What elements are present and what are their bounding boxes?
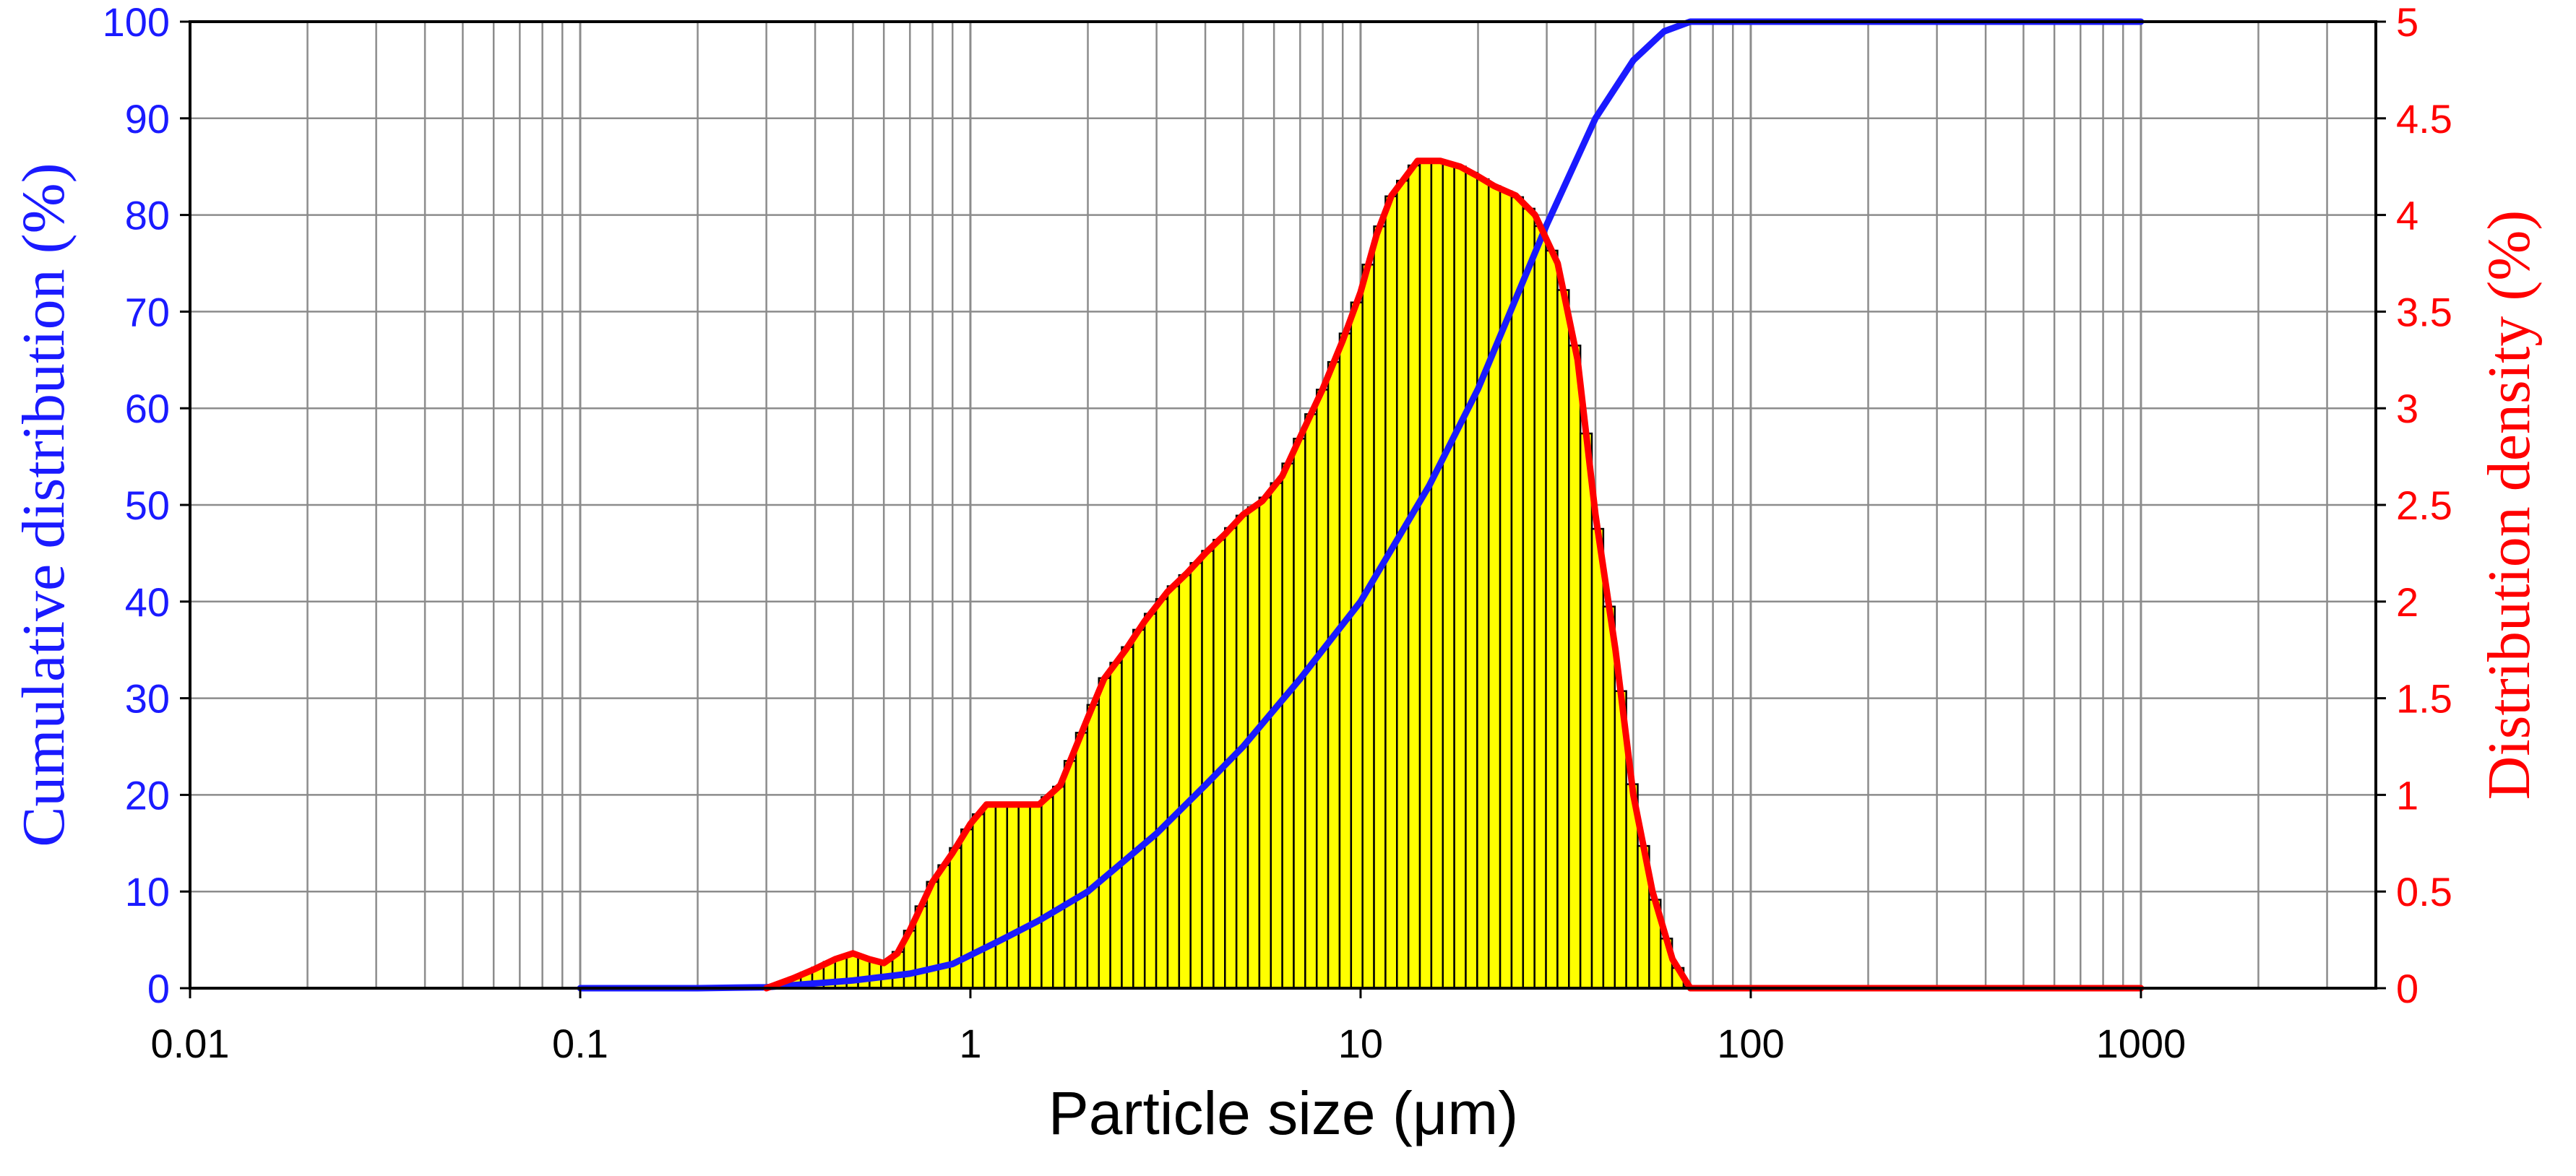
histogram-bar — [1293, 437, 1306, 990]
histogram-bar — [1602, 605, 1616, 990]
right-tick-label: 3.5 — [2396, 289, 2452, 334]
histogram-bar — [1201, 550, 1215, 990]
histogram-bar — [1132, 628, 1146, 990]
histogram-bar — [1017, 803, 1031, 990]
histogram-bar — [1361, 264, 1375, 990]
left-tick-label: 40 — [125, 579, 170, 625]
histogram-bar — [1579, 432, 1593, 990]
histogram-bar — [1304, 413, 1318, 990]
left-tick-label: 20 — [125, 772, 170, 818]
right-tick-label: 4 — [2396, 193, 2418, 238]
x-tick-label: 10 — [1338, 1021, 1383, 1066]
histogram-bar — [1418, 160, 1433, 990]
histogram-bar — [1533, 225, 1547, 990]
histogram-bar — [1246, 506, 1261, 990]
histogram-bar — [1590, 527, 1605, 990]
histogram-bar — [1396, 179, 1410, 990]
right-tick-label: 5 — [2396, 0, 2418, 45]
histogram-bar — [1143, 613, 1158, 990]
histogram-bar — [1545, 249, 1559, 990]
right-tick-label: 0 — [2396, 966, 2418, 1011]
histogram-bar — [1453, 165, 1467, 990]
x-axis-ticks: 0.01 0.1 1 10 100 1000 — [151, 988, 2187, 1066]
x-tick-label: 1 — [959, 1021, 981, 1066]
histogram-bar — [1121, 646, 1134, 990]
left-tick-label: 30 — [125, 676, 170, 722]
histogram-bar — [1166, 585, 1181, 990]
histogram-bar — [1487, 185, 1502, 990]
left-axis-ticks: 0 10 20 30 40 50 60 70 80 90 100 — [103, 0, 190, 1011]
histogram-bar — [1189, 562, 1203, 990]
right-tick-label: 1.5 — [2396, 676, 2452, 722]
histogram-bar — [1270, 482, 1283, 990]
histogram-bar — [1155, 598, 1169, 990]
histogram-bar — [983, 803, 997, 990]
left-tick-label: 100 — [103, 0, 170, 45]
histogram-bar — [1029, 803, 1043, 990]
histogram-bar — [1109, 662, 1123, 990]
histogram-bar — [1258, 496, 1272, 990]
left-tick-label: 70 — [125, 289, 170, 334]
histogram-bar — [1052, 785, 1066, 990]
histogram-bar — [1568, 345, 1582, 990]
x-axis-label: Particle size (μm) — [1048, 1079, 1518, 1147]
histogram-bar — [1407, 164, 1421, 990]
histogram-bar — [1442, 162, 1455, 990]
right-tick-label: 2.5 — [2396, 483, 2452, 528]
x-tick-label: 100 — [1717, 1021, 1784, 1066]
histogram-bar — [1430, 160, 1444, 990]
right-axis-ticks: 0 0.5 1 1.5 2 2.5 3 3.5 4 4.5 5 — [2376, 0, 2452, 1011]
histogram-bar — [1086, 704, 1100, 990]
histogram-bar — [1384, 195, 1398, 990]
histogram-bar — [1315, 389, 1330, 990]
left-tick-label: 10 — [125, 869, 170, 915]
right-tick-label: 2 — [2396, 579, 2418, 625]
histogram-bar — [1373, 225, 1387, 990]
histogram-bar — [1098, 677, 1111, 990]
x-tick-label: 1000 — [2096, 1021, 2187, 1066]
series-lines — [577, 18, 2145, 992]
histogram-bar — [1178, 574, 1192, 990]
histogram-bar — [1522, 207, 1535, 990]
distribution-density-line — [763, 157, 2145, 992]
histogram-bar — [1556, 289, 1570, 990]
histogram-bar — [960, 828, 974, 990]
histogram-bar — [1350, 301, 1364, 990]
histogram-bar — [1063, 760, 1077, 990]
left-tick-label: 80 — [125, 193, 170, 238]
histogram-bar — [1327, 360, 1341, 990]
x-tick-label: 0.1 — [552, 1021, 608, 1066]
right-tick-label: 4.5 — [2396, 96, 2452, 142]
left-tick-label: 50 — [125, 483, 170, 528]
x-tick-label: 0.01 — [151, 1021, 230, 1066]
histogram-bar — [1074, 732, 1089, 990]
histogram-bar — [1465, 171, 1478, 990]
right-tick-label: 1 — [2396, 772, 2418, 818]
left-tick-label: 90 — [125, 96, 170, 142]
cumulative-distribution-line — [577, 18, 2145, 992]
left-tick-label: 60 — [125, 386, 170, 431]
histogram-bar — [1476, 178, 1490, 990]
right-tick-label: 3 — [2396, 386, 2418, 431]
left-axis-label: Cumulative distribution (%) — [10, 163, 77, 847]
histogram-bar — [1281, 462, 1295, 990]
histogram-bar — [971, 813, 986, 990]
left-tick-label: 0 — [147, 966, 170, 1011]
histogram-bar — [1338, 332, 1353, 990]
histogram-bar — [1041, 796, 1054, 990]
right-axis-label: Distribution density (%) — [2476, 210, 2543, 800]
histogram-bar — [1510, 196, 1525, 990]
histogram-bar — [1006, 803, 1020, 990]
histogram-bar — [994, 803, 1009, 990]
right-tick-label: 0.5 — [2396, 869, 2452, 915]
